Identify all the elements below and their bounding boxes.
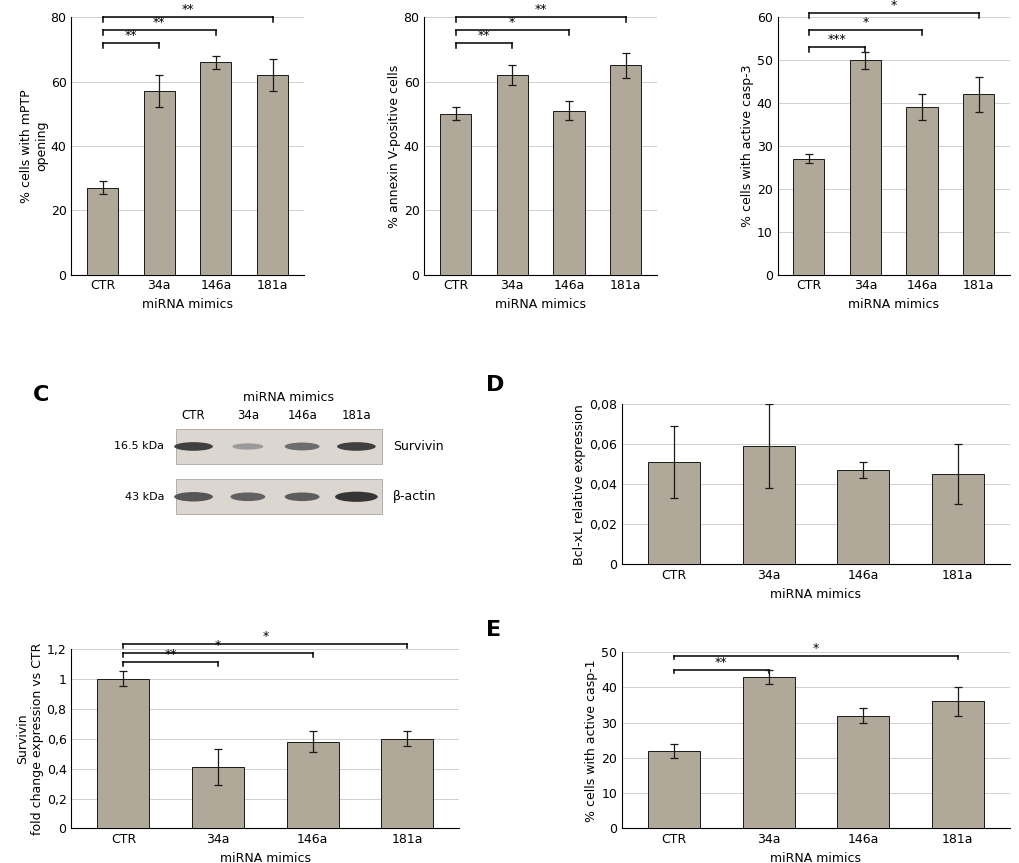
Bar xyxy=(552,110,584,274)
Text: 34a: 34a xyxy=(236,409,259,422)
Bar xyxy=(793,159,823,274)
Ellipse shape xyxy=(174,492,213,501)
Text: 146a: 146a xyxy=(287,409,317,422)
X-axis label: miRNA mimics: miRNA mimics xyxy=(494,298,586,311)
Bar xyxy=(192,767,244,828)
Text: **: ** xyxy=(164,648,176,661)
Bar xyxy=(742,677,794,828)
Bar xyxy=(837,715,889,828)
Text: 181a: 181a xyxy=(341,409,371,422)
Ellipse shape xyxy=(232,444,263,450)
X-axis label: miRNA mimics: miRNA mimics xyxy=(142,298,232,311)
Text: *: * xyxy=(812,642,818,655)
Text: **: ** xyxy=(534,3,546,16)
Ellipse shape xyxy=(335,492,377,502)
Text: *: * xyxy=(890,0,896,12)
Bar xyxy=(931,702,983,828)
Bar xyxy=(496,75,528,274)
Text: miRNA mimics: miRNA mimics xyxy=(243,392,334,405)
Text: **: ** xyxy=(124,28,137,41)
Text: 43 kDa: 43 kDa xyxy=(125,492,164,501)
Bar xyxy=(257,75,287,274)
Text: β-actin: β-actin xyxy=(393,490,436,503)
Text: *: * xyxy=(215,639,221,652)
Y-axis label: % cells with mPTP
opening: % cells with mPTP opening xyxy=(19,89,48,203)
Bar xyxy=(200,62,231,274)
Ellipse shape xyxy=(174,442,213,450)
Bar xyxy=(609,66,641,274)
Ellipse shape xyxy=(284,493,319,501)
Text: CTR: CTR xyxy=(181,409,205,422)
Bar xyxy=(849,60,880,274)
X-axis label: miRNA mimics: miRNA mimics xyxy=(848,298,938,311)
Bar xyxy=(647,463,699,564)
Bar xyxy=(906,107,936,274)
Y-axis label: % cells with active casp-1: % cells with active casp-1 xyxy=(585,659,598,822)
Bar xyxy=(176,429,381,463)
Bar xyxy=(647,751,699,828)
Text: **: ** xyxy=(714,656,727,669)
Ellipse shape xyxy=(230,493,265,501)
Bar xyxy=(144,91,174,274)
Text: **: ** xyxy=(181,3,194,16)
Text: **: ** xyxy=(153,16,165,28)
Text: D: D xyxy=(486,375,504,395)
Text: Survivin: Survivin xyxy=(393,440,443,453)
Text: E: E xyxy=(486,620,501,640)
Bar xyxy=(286,741,338,828)
Y-axis label: % annexin V-positive cells: % annexin V-positive cells xyxy=(387,64,400,228)
X-axis label: miRNA mimics: miRNA mimics xyxy=(769,852,861,863)
Text: *: * xyxy=(262,631,268,644)
Text: C: C xyxy=(33,385,49,405)
Bar xyxy=(176,480,381,514)
Bar xyxy=(742,446,794,564)
Ellipse shape xyxy=(284,443,319,450)
Text: ***: *** xyxy=(826,33,846,46)
Bar xyxy=(97,679,149,828)
Text: **: ** xyxy=(477,28,490,41)
Text: *: * xyxy=(508,16,515,28)
Y-axis label: Bcl-xL relative expression: Bcl-xL relative expression xyxy=(573,404,586,564)
Bar xyxy=(439,114,471,274)
Text: *: * xyxy=(861,16,867,28)
Bar xyxy=(962,94,994,274)
Bar xyxy=(931,474,983,564)
Bar xyxy=(837,470,889,564)
Y-axis label: Survivin
fold change expression vs CTR: Survivin fold change expression vs CTR xyxy=(15,642,44,835)
X-axis label: miRNA mimics: miRNA mimics xyxy=(769,588,861,601)
Bar xyxy=(381,739,433,828)
Text: 16.5 kDa: 16.5 kDa xyxy=(114,442,164,451)
X-axis label: miRNA mimics: miRNA mimics xyxy=(219,852,311,863)
Y-axis label: % cells with active casp-3: % cells with active casp-3 xyxy=(740,65,753,227)
Ellipse shape xyxy=(336,442,375,450)
Bar xyxy=(87,187,118,274)
